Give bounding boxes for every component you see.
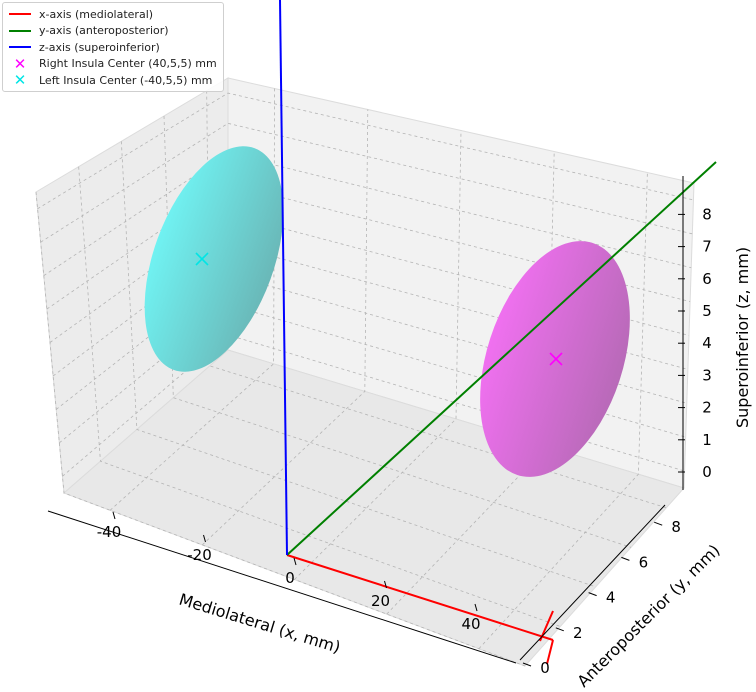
legend: x-axis (mediolateral) y-axis (anteropost… [2,2,224,92]
x-marker-icon: ✕ [13,54,27,73]
grid-line-y [120,141,596,588]
x-tick-mark [293,557,297,566]
legend-entry-z-axis: z-axis (superoinferior) [9,39,217,56]
legend-entry-left-insula: ✕ Left Insula Center (-40,5,5) mm [9,72,217,89]
x-tick-mark [384,580,387,589]
x-axis-line-tail [546,639,554,665]
y-tick-mark [588,592,597,597]
x-axis-frame [47,510,517,664]
legend-label: Left Insula Center (-40,5,5) mm [39,73,213,87]
x-axis-label: Mediolateral (x, mm) [177,590,343,657]
z-tick-label: 0 [702,463,712,481]
insula-center-marker [549,352,563,366]
z-tick-label: 1 [702,431,712,449]
legend-entry-x-axis: x-axis (mediolateral) [9,6,217,23]
legend-label: z-axis (superoinferior) [39,40,160,54]
insula-center-marker [195,252,209,266]
z-tick-label: 5 [702,302,712,320]
y-tick-mark [621,556,630,561]
y-tick-label: 6 [639,553,649,571]
grid-line-z [37,92,694,210]
marker-stroke [195,252,209,266]
y-tick-label: 2 [573,624,583,642]
x-tick-label: 0 [285,569,295,587]
chart-marks [195,252,563,366]
y-tick-label: 4 [606,589,616,607]
grid-line-x [478,172,648,649]
z-tick-label: 4 [702,334,712,352]
z-tick-label: 3 [702,366,712,384]
legend-entry-right-insula: ✕ Right Insula Center (40,5,5) mm [9,56,217,73]
x-tick-label: 20 [371,592,390,610]
legend-label: Right Insula Center (40,5,5) mm [39,57,217,71]
left-insula-ellipsoid [144,146,284,372]
x-tick-label: 40 [461,615,480,633]
y-tick-mark [522,662,532,667]
grid-line-y [78,166,561,627]
grid-line-z [43,153,692,276]
grid-line-z [46,183,691,310]
legend-label: x-axis (mediolateral) [39,7,154,21]
z-tick-label: 2 [702,399,712,417]
legend-entry-y-axis: y-axis (anteroposterior) [9,23,217,40]
x-axis-line [286,554,554,641]
y-axis-line [286,161,717,556]
y-tick-label: 8 [671,518,681,536]
z-tick-label: 7 [702,238,712,256]
legend-label: y-axis (anteroposterior) [39,24,169,38]
grid-line-x [202,109,369,546]
z-axis-label: Superoinferior (z, mm) [733,247,752,428]
grid-line-y [163,115,632,548]
legend-line-blue [9,46,31,49]
z-tick-label: 6 [702,270,712,288]
marker-stroke [549,352,563,366]
x-tick-label: -20 [187,546,212,564]
grid-line-y [35,191,526,667]
tick-labels: -40 -20 0 20 40 0 2 4 6 8 0 1 2 3 4 5 6 7 8 [97,205,712,677]
y-tick-label: 0 [540,659,550,677]
z-axis-line [279,0,288,556]
x-tick-label: -40 [97,523,122,541]
x-tick-mark [112,511,116,520]
grid-line-z [49,213,690,343]
x-tick-mark [474,603,478,612]
z-tick-label: 8 [702,205,712,223]
y-tick-mark [654,521,663,526]
grid-line-z [40,122,693,243]
grid-line-x [294,130,462,580]
y-tick-mark [555,627,564,632]
y-axis-frame [519,504,666,661]
legend-line-red [9,13,31,16]
x-tick-mark [203,534,206,543]
legend-line-green [9,29,31,32]
grid-line-x [386,151,555,615]
x-marker-icon: ✕ [13,71,27,90]
